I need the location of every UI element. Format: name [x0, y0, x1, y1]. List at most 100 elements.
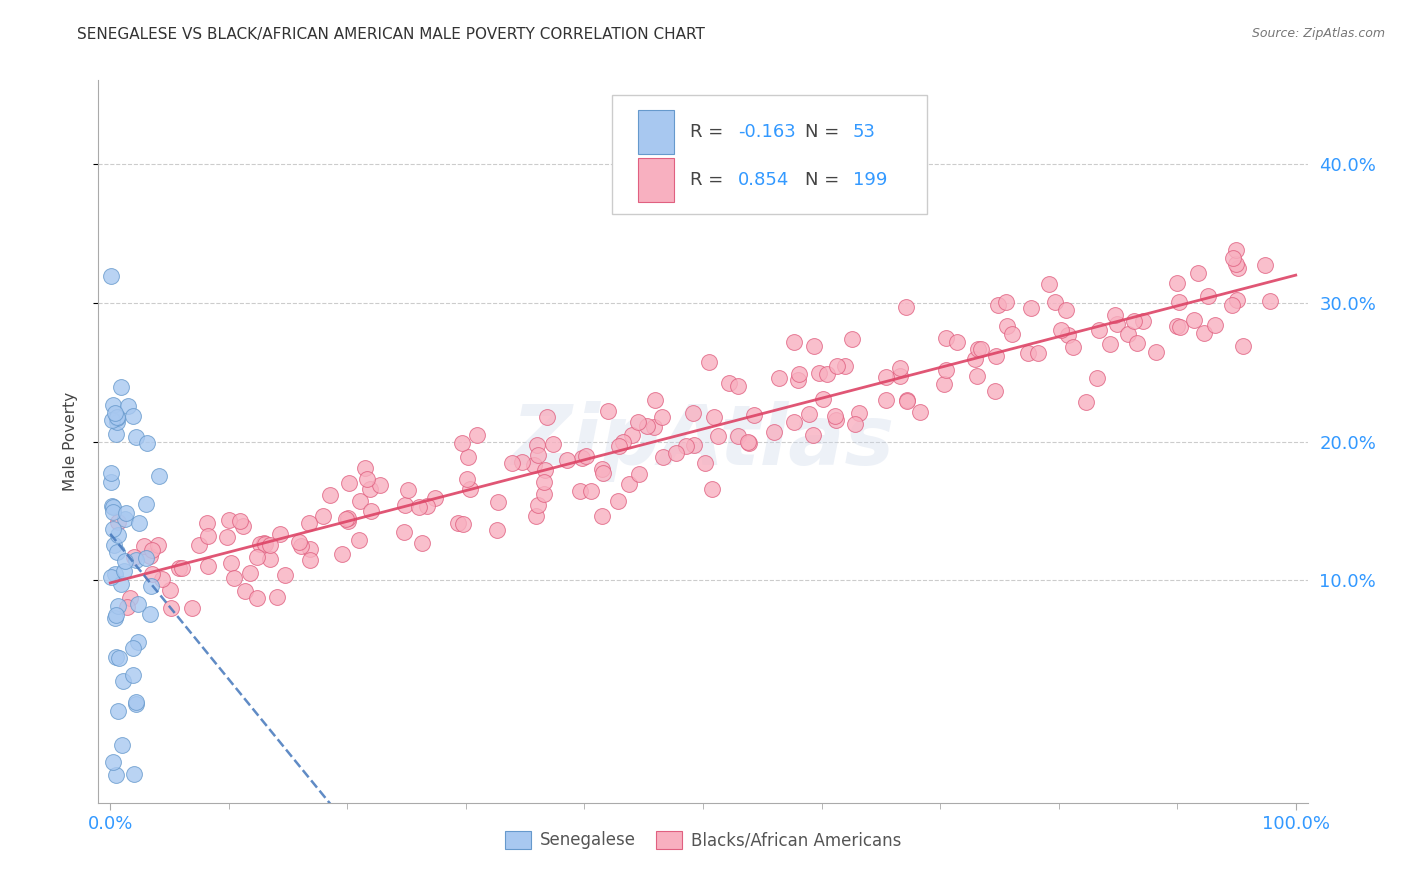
Point	[875, 393, 897, 408]
Point	[456, 472, 478, 486]
Point	[135, 551, 157, 566]
Point	[946, 334, 969, 349]
Point	[875, 369, 897, 384]
Point	[103, 500, 125, 514]
Point	[127, 597, 149, 611]
Point	[801, 428, 824, 442]
Point	[269, 527, 291, 541]
Point	[450, 436, 472, 450]
Point	[107, 704, 129, 718]
Point	[100, 569, 122, 583]
Point	[1017, 346, 1039, 360]
Point	[889, 361, 911, 376]
Point	[825, 413, 848, 427]
Point	[1198, 289, 1220, 303]
Point	[100, 475, 122, 489]
Point	[737, 435, 759, 450]
Point	[1254, 258, 1277, 272]
Point	[446, 516, 468, 530]
Point	[1057, 327, 1080, 342]
Point	[411, 536, 433, 550]
Point	[665, 446, 688, 460]
Point	[1054, 303, 1077, 318]
Point	[1074, 395, 1097, 409]
Point	[1038, 277, 1060, 291]
Point	[896, 393, 918, 408]
Point	[330, 547, 353, 561]
Point	[652, 450, 675, 464]
Point	[141, 579, 163, 593]
Point	[557, 453, 579, 467]
Point	[1105, 317, 1128, 331]
Point	[697, 355, 720, 369]
Point	[105, 415, 128, 429]
Point	[486, 495, 509, 509]
Point	[112, 564, 135, 578]
Point	[254, 536, 277, 550]
Point	[848, 406, 870, 420]
Point	[675, 439, 697, 453]
Point	[167, 560, 190, 574]
Point	[359, 483, 381, 497]
Point	[797, 407, 820, 421]
Point	[1021, 301, 1043, 315]
Point	[392, 524, 415, 539]
Point	[811, 392, 834, 407]
Text: ZipAtlas: ZipAtlas	[512, 401, 894, 482]
Point	[110, 576, 132, 591]
Point	[889, 368, 911, 383]
Point	[160, 601, 183, 615]
Point	[249, 537, 271, 551]
Point	[246, 549, 269, 564]
Point	[787, 368, 810, 382]
Point	[139, 549, 162, 564]
Point	[232, 518, 254, 533]
Point	[368, 477, 391, 491]
Point	[107, 515, 129, 529]
Point	[105, 409, 128, 424]
Point	[299, 553, 322, 567]
Point	[643, 420, 665, 434]
Point	[101, 398, 124, 412]
Point	[541, 436, 564, 450]
Point	[465, 428, 488, 442]
Point	[103, 538, 125, 552]
Point	[1222, 251, 1244, 265]
Point	[111, 738, 134, 752]
Point	[122, 641, 145, 656]
Point	[536, 409, 558, 424]
Point	[122, 767, 145, 781]
Text: R =: R =	[690, 123, 728, 141]
Point	[101, 412, 124, 426]
Point	[141, 543, 163, 558]
Point	[218, 513, 240, 527]
Point	[527, 448, 550, 462]
Point	[235, 583, 257, 598]
Point	[170, 561, 193, 575]
Point	[396, 483, 419, 498]
Point	[1225, 256, 1247, 270]
Text: N =: N =	[804, 171, 845, 189]
Point	[188, 537, 211, 551]
Point	[125, 695, 148, 709]
Point	[834, 359, 856, 374]
Point	[1099, 337, 1122, 351]
Point	[1087, 323, 1109, 337]
Point	[259, 538, 281, 552]
Point	[575, 449, 598, 463]
Point	[124, 430, 146, 444]
Point	[100, 499, 122, 513]
Point	[135, 497, 157, 511]
Point	[105, 411, 128, 425]
Point	[910, 405, 932, 419]
Point	[1043, 295, 1066, 310]
Point	[817, 367, 839, 381]
Point	[104, 611, 127, 625]
Text: 53: 53	[853, 123, 876, 141]
Point	[1026, 345, 1049, 359]
Point	[619, 477, 641, 491]
Point	[219, 556, 242, 570]
Point	[110, 380, 132, 394]
Point	[127, 635, 149, 649]
FancyBboxPatch shape	[638, 111, 673, 153]
